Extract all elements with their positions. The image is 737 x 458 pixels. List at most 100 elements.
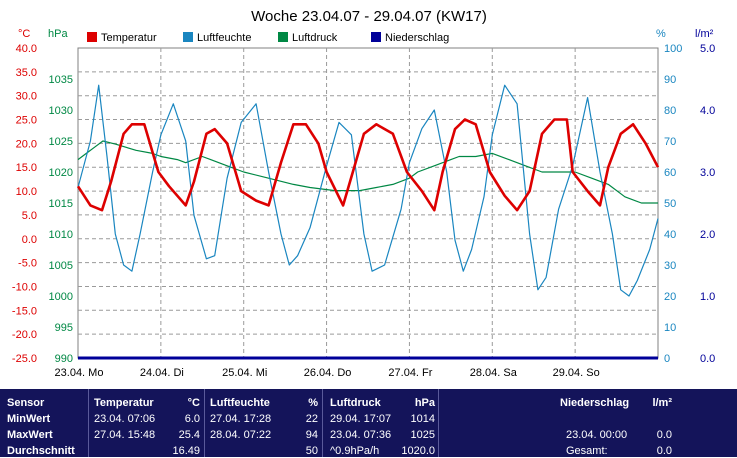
rain-tick-label: 1.0 [700,291,715,303]
chart-grid [78,48,658,358]
temp-tick-label: -15.0 [12,305,37,317]
pressure-time: ^0.9hPa/h [330,445,380,457]
rain-tick-label: 5.0 [700,43,715,55]
rain-tick-label: 0.0 [700,353,715,365]
row-label: MinWert [7,413,51,425]
pressure-time: 23.04. 07:36 [330,429,392,441]
humidity-tick-label: 10 [664,322,676,334]
rain-tick-label: 2.0 [700,229,715,241]
header-sensor: Sensor [7,397,45,409]
x-tick-label: 28.04. Sa [470,367,518,379]
temp-tick-label: 25.0 [16,115,37,127]
temp-tick-label: -25.0 [12,353,37,365]
axis-ticks: -25.0 -20.0 -15.0 -10.0 -5.0 0.0 5.0 10.0 15.0 20… [12,43,715,379]
temp-tick-label: -20.0 [12,329,37,341]
rain-tick-label: 4.0 [700,105,715,117]
temp-tick-label: 15.0 [16,162,37,174]
weather-chart: Woche 23.04.07 - 29.04.07 (KW17) Tempera… [12,8,715,379]
header-temperature-unit: °C [187,397,200,409]
pressure-tick-label: 1030 [49,105,73,117]
column-separator [204,389,205,457]
humidity-tick-label: 100 [664,43,682,55]
legend-label: Niederschlag [385,32,449,44]
humidity-tick-label: 80 [664,105,676,117]
temp-tick-label: 40.0 [16,43,37,55]
precipitation-time: 23.04. 00:00 [566,429,628,441]
row-label: MaxWert [7,429,53,441]
x-tick-label: 23.04. Mo [55,367,104,379]
header-pressure-unit: hPa [414,397,435,409]
header-temperature: Temperatur [94,397,154,409]
pressure-tick-label: 1000 [49,291,73,303]
column-separator [88,389,89,457]
statistics-table: Sensor Temperatur °C Luftfeuchte% Luftdruck h… [0,389,737,457]
temperature-value: 16.49 [172,445,200,457]
humidity-value: 22 [305,413,318,425]
temp-tick-label: 10.0 [16,186,37,198]
temp-tick-label: 30.0 [16,91,37,103]
temperature-value: 6.0 [184,413,200,425]
x-tick-label: 26.04. Do [304,367,352,379]
humidity-tick-label: 90 [664,74,676,86]
legend-label: Luftdruck [292,32,338,44]
pressure-tick-label: 1010 [49,229,73,241]
temperature-value: 25.4 [178,429,200,441]
precipitation-time: Gesamt: [566,445,608,457]
rain-unit: l/m² [695,28,714,40]
humidity-value: 94 [305,429,318,441]
x-tick-label: 24.04. Di [140,367,184,379]
humidity-unit: % [656,28,666,40]
pressure-tick-label: 1020 [49,167,73,179]
plot-area [77,47,659,359]
pressure-tick-label: 990 [55,353,73,365]
header-humidity: Luftfeuchte [210,397,270,409]
legend-swatch [183,32,193,42]
axis-units: °C hPa% l/m² [18,28,714,40]
x-tick-label: 27.04. Fr [388,367,432,379]
humidity-tick-label: 20 [664,291,676,303]
temp-tick-label: 35.0 [16,67,37,79]
precipitation-value: 0.0 [656,429,672,441]
precipitation-value: 0.0 [656,445,672,457]
pressure-unit: hPa [48,28,68,40]
pressure-tick-label: 1025 [49,136,73,148]
temp-tick-label: 5.0 [22,210,37,222]
temp-unit: °C [18,28,30,40]
legend-swatch [371,32,381,42]
humidity-tick-label: 30 [664,260,676,272]
pressure-value: 1020.0 [401,445,435,457]
pressure-tick-label: 995 [55,322,73,334]
pressure-tick-label: 1015 [49,198,73,210]
pressure-tick-label: 1005 [49,260,73,272]
humidity-tick-label: 40 [664,229,676,241]
humidity-time: 28.04. 07:22 [210,429,272,441]
series-temperatur-line [76,118,660,212]
legend-swatch [87,32,97,42]
humidity-tick-label: 0 [664,353,670,365]
humidity-tick-label: 70 [664,136,676,148]
rain-tick-label: 3.0 [700,167,715,179]
legend-swatch [278,32,288,42]
legend-label: Luftfeuchte [197,32,251,44]
chart-title: Woche 23.04.07 - 29.04.07 (KW17) [251,8,487,25]
pressure-value: 1025 [410,429,435,441]
pressure-time: 29.04. 17:07 [330,413,392,425]
pressure-tick-label: 1035 [49,74,73,86]
legend-label: Temperatur [101,32,157,44]
temp-tick-label: 0.0 [22,234,37,246]
column-separator [322,389,323,457]
temperature-time: 23.04. 07:06 [94,413,156,425]
temp-tick-label: -10.0 [12,281,37,293]
header-humidity-unit: % [308,397,318,409]
humidity-value: 50 [305,445,318,457]
humidity-tick-label: 50 [664,198,676,210]
humidity-tick-label: 60 [664,167,676,179]
temperature-time: 27.04. 15:48 [94,429,156,441]
header-precipitation-unit: l/m² [652,397,672,409]
temp-tick-label: -5.0 [18,258,37,270]
column-separator [438,389,439,457]
chart-series [76,84,660,360]
x-tick-label: 29.04. So [553,367,600,379]
series-luftfeuchte-line [77,84,659,297]
header-precipitation: Niederschlag [560,397,630,409]
